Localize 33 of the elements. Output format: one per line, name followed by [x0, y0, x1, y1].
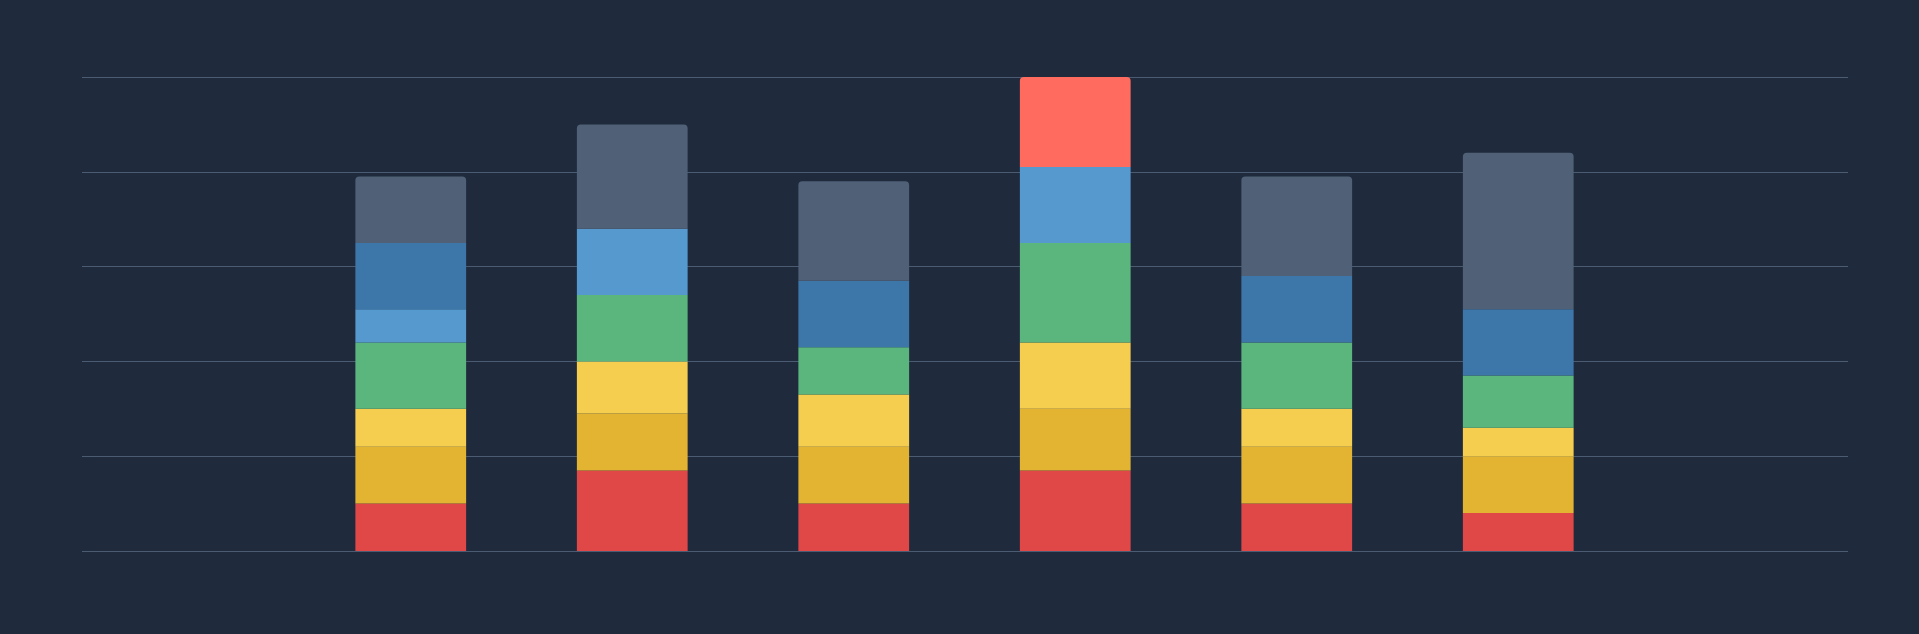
bar [1019, 77, 1131, 168]
bar [1241, 276, 1353, 343]
bar [355, 176, 467, 243]
bar [1462, 456, 1574, 514]
bar [798, 347, 910, 395]
bar [576, 413, 688, 471]
bar [1462, 375, 1574, 428]
bar [576, 361, 688, 414]
bar [576, 470, 688, 551]
bar [1462, 513, 1574, 551]
bar [798, 394, 910, 447]
bar [576, 295, 688, 362]
bar [355, 342, 467, 409]
bar [1241, 408, 1353, 447]
bar [1462, 309, 1574, 376]
bar [1019, 470, 1131, 551]
bar [1019, 342, 1131, 409]
bar [355, 503, 467, 551]
bar [355, 309, 467, 343]
bar [576, 228, 688, 296]
bar [798, 280, 910, 348]
bar [798, 446, 910, 504]
bar [1462, 427, 1574, 457]
bar [1019, 167, 1131, 243]
bar [355, 446, 467, 504]
bar [1019, 242, 1131, 343]
bar [1241, 503, 1353, 551]
bar [1241, 446, 1353, 504]
bar [355, 242, 467, 310]
bar [355, 408, 467, 447]
bar [798, 503, 910, 551]
bar [1241, 342, 1353, 409]
bar [1019, 408, 1131, 471]
